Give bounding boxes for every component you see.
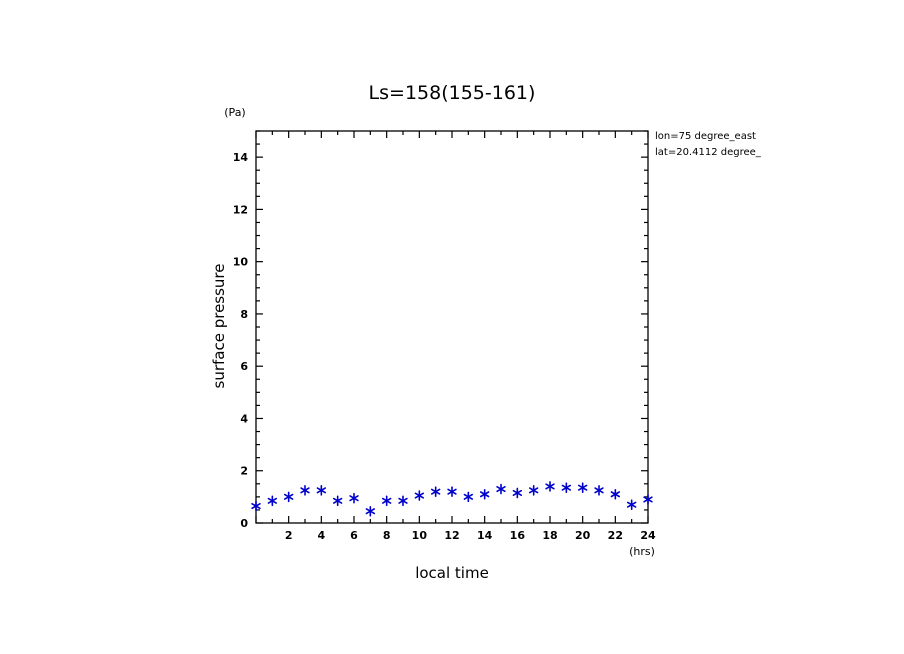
data-point-stroke [463, 493, 474, 500]
data-point [626, 499, 637, 511]
data-point-stroke [300, 487, 310, 494]
data-point [643, 494, 653, 505]
y-tick-label: 0 [240, 517, 248, 530]
axis-ticks [255, 130, 649, 524]
data-point [398, 495, 408, 507]
data-point [561, 482, 572, 494]
y-unit-label: (Pa) [224, 106, 245, 119]
data-point-stroke [251, 502, 261, 510]
y-tick-label: 14 [233, 151, 249, 164]
data-point [512, 487, 523, 499]
lat-annotation: lat=20.4112 degree_ [655, 147, 762, 158]
x-tick-label: 14 [477, 529, 493, 542]
x-tick-label: 16 [510, 529, 526, 542]
x-tick-label: 10 [412, 529, 428, 542]
y-axis-label: surface pressure [210, 264, 228, 389]
x-tick-label: 4 [318, 529, 326, 542]
data-point-stroke [283, 493, 294, 500]
plot-frame [255, 130, 649, 524]
data-point [430, 486, 441, 497]
x-axis-label: local time [415, 564, 489, 582]
data-point [349, 492, 359, 504]
data-point-stroke [398, 497, 408, 504]
data-point-stroke [267, 497, 278, 504]
data-point-stroke [577, 484, 588, 491]
data-point-stroke [496, 485, 506, 493]
data-markers [251, 481, 653, 517]
x-tick-label: 18 [542, 529, 557, 542]
y-tick-label: 10 [233, 256, 249, 269]
data-point-stroke [479, 491, 490, 498]
data-point [577, 482, 588, 494]
lon-annotation: lon=75 degree_east [655, 131, 756, 142]
data-point [594, 485, 604, 496]
data-point-stroke [447, 488, 457, 495]
y-tick-label: 4 [240, 412, 248, 425]
y-tick-label: 6 [240, 360, 248, 373]
data-point-stroke [610, 491, 621, 498]
data-point [496, 483, 506, 495]
data-point [479, 488, 490, 500]
data-point [251, 500, 261, 512]
data-point [316, 485, 327, 496]
y-tick-label: 12 [233, 203, 248, 216]
data-point-stroke [643, 496, 653, 503]
x-tick-label: 6 [350, 529, 358, 542]
data-point-stroke [365, 508, 376, 515]
chart-title: Ls=158(155-161) [369, 82, 536, 104]
data-point [447, 486, 457, 497]
data-point-stroke [349, 495, 359, 502]
data-point [545, 481, 555, 492]
data-point [528, 485, 539, 496]
data-point [414, 490, 425, 501]
data-point-stroke [561, 484, 572, 491]
data-point [610, 488, 621, 500]
data-point-stroke [512, 489, 523, 496]
y-tick-label: 2 [240, 465, 248, 478]
data-point-stroke [430, 488, 441, 495]
data-point-stroke [316, 487, 327, 494]
data-point [332, 495, 343, 507]
data-point [365, 505, 376, 517]
data-point-stroke [332, 497, 343, 504]
x-tick-label: 24 [640, 529, 656, 542]
x-tick-label: 8 [383, 529, 391, 542]
data-point-stroke [594, 487, 604, 494]
data-point-stroke [545, 483, 555, 490]
data-point-stroke [528, 487, 539, 494]
x-unit-label: (hrs) [629, 545, 655, 558]
data-point [300, 485, 310, 496]
x-tick-label: 22 [608, 529, 623, 542]
x-tick-label: 20 [575, 529, 591, 542]
data-point-stroke [626, 501, 637, 508]
y-tick-label: 8 [240, 308, 248, 321]
x-tick-label: 2 [285, 529, 293, 542]
data-point [283, 491, 294, 503]
data-point [381, 495, 392, 507]
data-point-stroke [414, 492, 425, 499]
data-point-stroke [381, 497, 392, 504]
data-point [463, 491, 474, 503]
data-point [267, 495, 278, 507]
x-tick-label: 12 [444, 529, 459, 542]
